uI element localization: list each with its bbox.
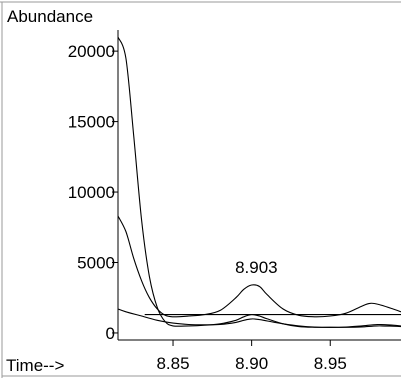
y-tick-label: 0 — [106, 324, 115, 343]
series-line-2 — [117, 215, 401, 318]
x-axis-label: Time--> — [6, 356, 64, 375]
x-tick-label: 8.85 — [156, 354, 189, 373]
series-line-1 — [117, 36, 401, 328]
y-tick-label: 10000 — [68, 183, 115, 202]
annotations: 8.903 — [235, 258, 278, 277]
series-group — [117, 36, 401, 328]
x-tick-label: 8.95 — [314, 354, 347, 373]
y-axis-label: Abundance — [7, 7, 93, 26]
y-axis-ticks: 0 5000 10000 15000 20000 — [68, 42, 118, 343]
peak-label: 8.903 — [235, 258, 278, 277]
series-line-3 — [117, 308, 401, 328]
y-tick-label: 15000 — [68, 113, 115, 132]
y-tick-label: 20000 — [68, 42, 115, 61]
x-axis-ticks: 8.85 8.90 8.95 — [156, 340, 347, 373]
y-tick-label: 5000 — [77, 254, 115, 273]
x-tick-label: 8.90 — [235, 354, 268, 373]
